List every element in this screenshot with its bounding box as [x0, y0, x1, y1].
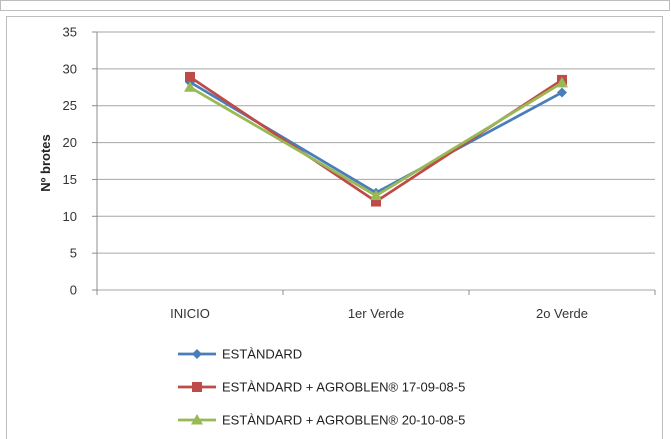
x-tick-label: 1er Verde — [348, 306, 404, 321]
y-tick-label: 25 — [63, 98, 77, 113]
legend-label: ESTÀNDARD — [222, 347, 302, 362]
y-tick-label: 35 — [63, 25, 77, 40]
legend-item: ESTÀNDARD + AGROBLEN® 20-10-08-5 — [178, 413, 465, 428]
y-tick-label: 5 — [70, 246, 77, 261]
legend-label: ESTÀNDARD + AGROBLEN® 17-09-08-5 — [222, 380, 465, 395]
x-tick-label: INICIO — [170, 306, 210, 321]
y-tick-label: 0 — [70, 283, 77, 298]
top-strip-border — [1, 1, 670, 11]
data-point-marker — [185, 72, 195, 82]
x-tick-label: 2o Verde — [536, 306, 588, 321]
y-tick-label: 15 — [63, 172, 77, 187]
legend-label: ESTÀNDARD + AGROBLEN® 20-10-08-5 — [222, 413, 465, 428]
y-tick-label: 20 — [63, 135, 77, 150]
y-axis-title: Nº brotes — [38, 134, 53, 191]
y-tick-label: 10 — [63, 209, 77, 224]
y-tick-label: 30 — [63, 61, 77, 76]
data-point-marker — [192, 382, 202, 392]
legend-item: ESTÀNDARD + AGROBLEN® 17-09-08-5 — [178, 380, 465, 395]
